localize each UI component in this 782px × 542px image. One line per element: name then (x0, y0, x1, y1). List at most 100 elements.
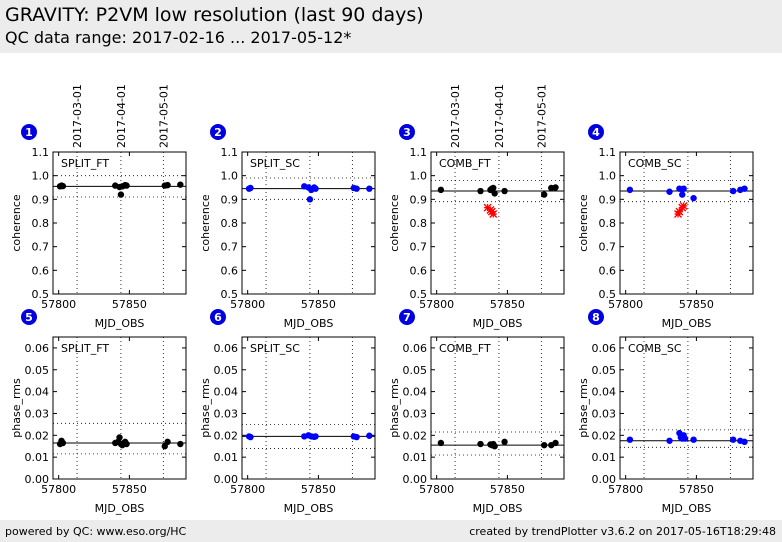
x-axis-label: MJD_OBS (95, 317, 145, 330)
data-point (177, 181, 184, 188)
x-tick-label: 57850 (112, 483, 147, 496)
panel-number: 2 (214, 126, 222, 139)
x-tick-label: 57850 (301, 483, 336, 496)
chart-panel-6: 0.00 0.01 0.02 0.03 0.04 0.05 0.06 57800 57850 MJ… (199, 309, 376, 515)
data-point (116, 434, 123, 441)
y-axis-label: phase_rms (388, 378, 401, 438)
data-point (729, 436, 737, 443)
y-tick-label: 0.6 (599, 264, 617, 277)
y-tick-label: 0.02 (592, 429, 617, 442)
x-tick-label: 57850 (490, 483, 525, 496)
y-tick-label: 0.05 (25, 364, 50, 377)
x-tick-label: 57800 (419, 483, 454, 496)
y-tick-label: 0.06 (592, 342, 617, 355)
data-point (312, 433, 319, 440)
data-point (501, 187, 508, 195)
y-tick-label: 0.05 (592, 364, 617, 377)
panel-number: 6 (214, 311, 222, 324)
y-axis-label: coherence (199, 194, 212, 252)
panel-number-badge (210, 124, 226, 140)
chart-panel-2: 0.5 0.6 0.7 0.8 0.9 1.0 1.1 57800 57850 MJD_OBS co… (199, 124, 376, 330)
data-point (690, 436, 697, 443)
panel-number: 5 (25, 311, 33, 324)
y-tick-label: 0.9 (599, 193, 617, 206)
panel-label: COMB_FT (439, 342, 491, 355)
data-point (164, 438, 171, 446)
panel-number-badge (210, 309, 226, 325)
plot-frame (619, 151, 754, 295)
chart-panel-3: 0.5 0.6 0.7 0.8 0.9 1.0 1.1 57800 57850 MJD_OBS co… (388, 84, 565, 330)
data-point (741, 185, 748, 192)
data-point (491, 190, 498, 197)
data-point (312, 185, 319, 192)
y-tick-label: 0.02 (25, 429, 50, 442)
panel-number: 3 (403, 126, 411, 139)
page-title: GRAVITY: P2VM low resolution (last 90 da… (5, 4, 424, 26)
y-tick-label: 0.9 (410, 193, 428, 206)
y-tick-label: 0.7 (599, 241, 617, 254)
y-axis-label: phase_rms (199, 378, 212, 438)
data-point (540, 441, 548, 449)
y-tick-label: 1.1 (221, 146, 239, 159)
plot-frame (241, 336, 376, 480)
x-tick-label: 57850 (112, 298, 147, 311)
panel-label: COMB_FT (439, 157, 491, 170)
footer-generator: created by trendPlotter v3.6.2 on 2017-0… (469, 525, 776, 538)
report-header: GRAVITY: P2VM low resolution (last 90 da… (0, 0, 782, 53)
data-point (680, 185, 687, 192)
data-point (501, 438, 508, 446)
date-marker-label: 2017-03-01 (449, 84, 462, 148)
y-tick-label: 0.04 (403, 386, 428, 399)
chart-panel-1: 0.5 0.6 0.7 0.8 0.9 1.0 1.1 57800 57850 MJD_OBS co… (10, 84, 187, 330)
data-point (679, 191, 686, 198)
data-point (353, 433, 360, 441)
panel-number-badge (21, 309, 37, 325)
data-point (366, 185, 373, 192)
y-tick-label: 1.1 (599, 146, 617, 159)
y-tick-label: 0.06 (214, 342, 239, 355)
chart-panel-5: 0.00 0.01 0.02 0.03 0.04 0.05 0.06 57800 57850 MJ… (10, 309, 187, 515)
data-point (626, 436, 634, 443)
data-point (117, 191, 125, 198)
panel-label: COMB_SC (628, 342, 682, 355)
panel-number-badge (399, 309, 415, 325)
data-point (490, 184, 497, 192)
y-tick-label: 0.00 (214, 473, 239, 486)
y-tick-label: 0.7 (410, 241, 428, 254)
y-tick-label: 0.9 (221, 193, 239, 206)
y-tick-label: 0.01 (592, 451, 617, 464)
y-tick-label: 0.7 (221, 241, 239, 254)
y-tick-label: 0.8 (32, 217, 50, 230)
panel-label: SPLIT_FT (61, 342, 109, 355)
data-point (681, 435, 689, 442)
data-point (491, 443, 498, 450)
data-point (353, 185, 360, 192)
page-subtitle: QC data range: 2017-02-16 ... 2017-05-12… (5, 28, 352, 47)
panel-number-badge (588, 309, 604, 325)
data-point (552, 439, 559, 447)
data-point (690, 194, 697, 202)
y-tick-label: 0.01 (403, 451, 428, 464)
y-tick-label: 1.1 (32, 146, 50, 159)
data-point (247, 184, 254, 192)
panel-number-badge (399, 124, 415, 140)
x-axis-label: MJD_OBS (473, 502, 523, 515)
y-tick-label: 0.6 (410, 264, 428, 277)
data-point (164, 181, 171, 189)
x-tick-label: 57800 (419, 298, 454, 311)
x-tick-label: 57800 (41, 298, 76, 311)
y-tick-label: 0.03 (214, 407, 239, 420)
y-tick-label: 0.03 (25, 407, 50, 420)
y-tick-label: 1.0 (410, 170, 428, 183)
panel-number-badge (588, 124, 604, 140)
data-point (59, 182, 67, 190)
date-marker-label: 2017-04-01 (493, 84, 506, 148)
y-tick-label: 0.04 (25, 386, 50, 399)
y-axis-label: coherence (388, 194, 401, 252)
panel-label: SPLIT_SC (250, 342, 300, 355)
x-axis-label: MJD_OBS (284, 317, 334, 330)
y-tick-label: 1.0 (599, 170, 617, 183)
y-tick-label: 0.04 (592, 386, 617, 399)
y-tick-label: 0.03 (592, 407, 617, 420)
plot-frame (52, 151, 187, 295)
